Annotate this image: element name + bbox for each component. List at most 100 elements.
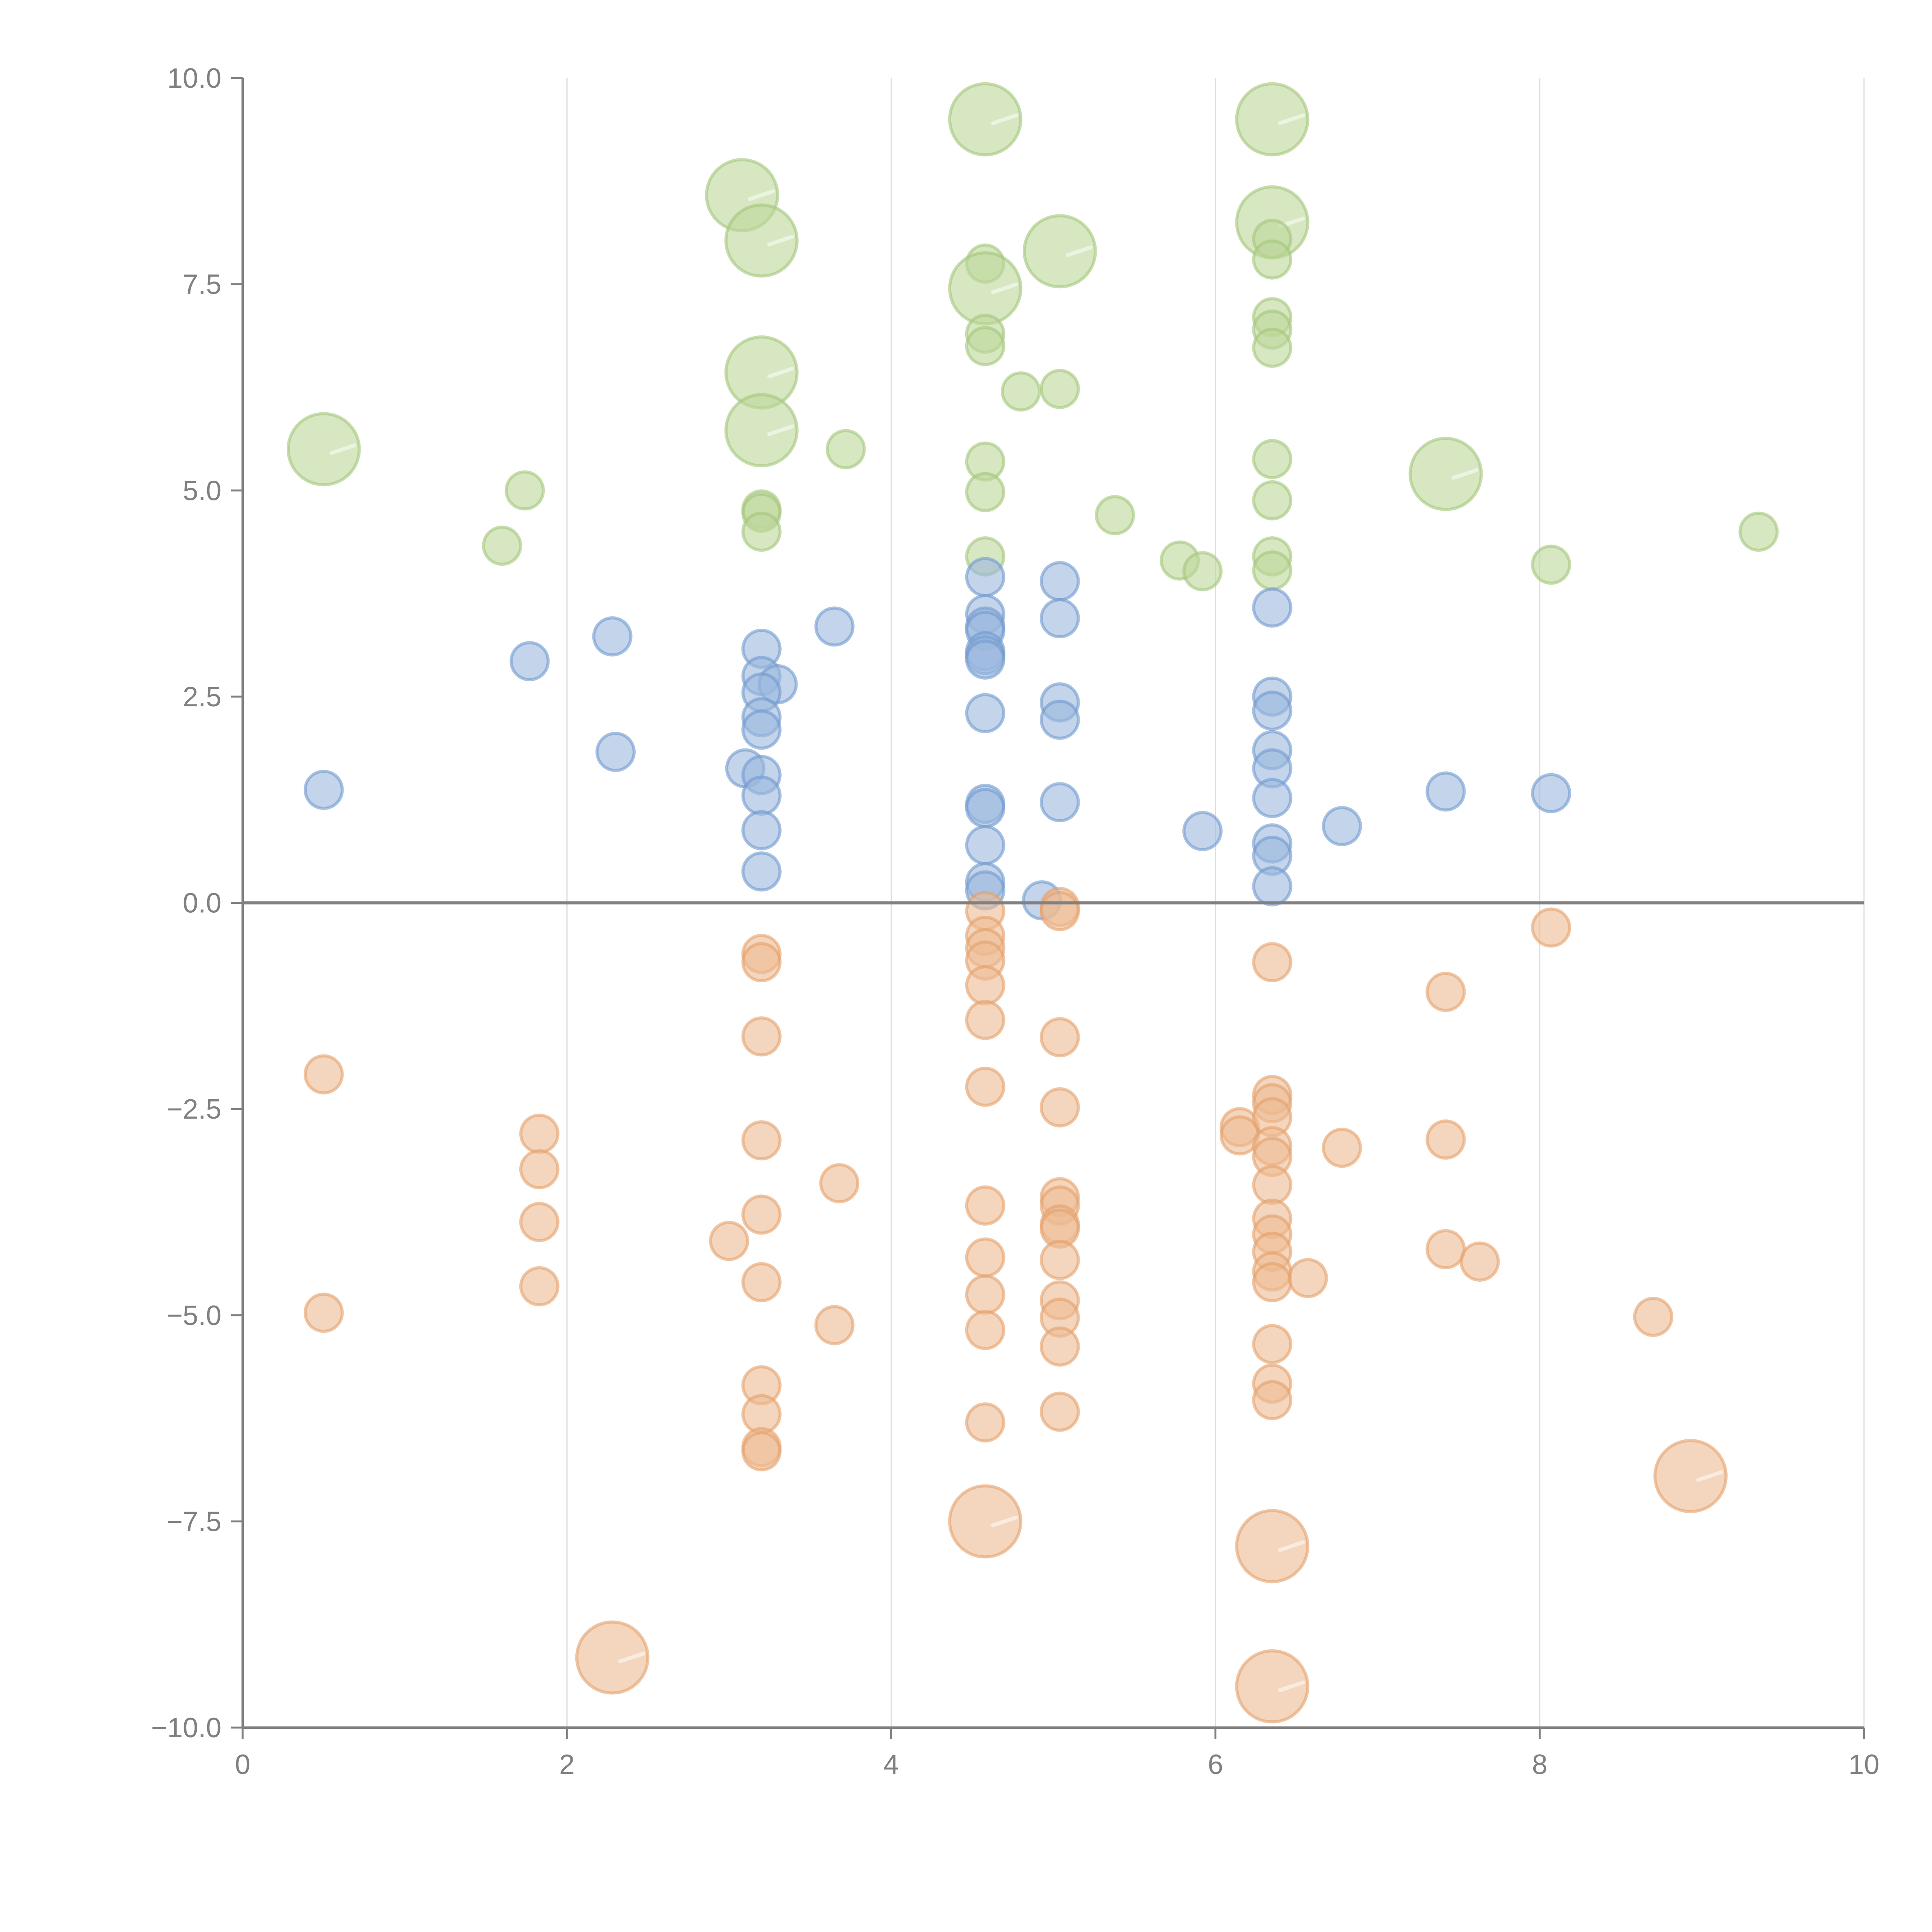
point-highlight [767,235,794,247]
point-orange-73 [1653,1439,1728,1513]
point-orange-13 [741,1262,782,1303]
point-blue-38 [1252,690,1293,731]
point-blue-41 [1252,778,1293,818]
point-green-2 [482,526,522,566]
point-blue-3 [595,731,636,772]
point-orange-18 [819,1163,860,1204]
x-axis-ticks: 0 2 4 6 8 10 [235,1728,1879,1780]
point-orange-68 [1425,1119,1466,1160]
point-orange-3 [519,1149,560,1189]
point-orange-28 [965,1237,1005,1278]
point-orange-25 [965,1000,1005,1040]
point-orange-48 [1252,942,1293,983]
point-orange-19 [814,1305,855,1345]
point-orange-29 [965,1274,1005,1315]
data-points [286,82,1779,1724]
axes [242,78,1864,1729]
point-orange-54 [1252,1165,1293,1205]
x-tick-label: 2 [559,1749,575,1780]
point-green-36 [1408,437,1483,511]
point-orange-5 [519,1266,560,1307]
point-orange-6 [575,1620,650,1695]
point-green-25 [1235,82,1310,156]
point-green-17 [965,472,1005,512]
point-green-28 [1252,239,1293,280]
point-blue-12 [741,776,782,816]
point-highlight [1065,245,1093,257]
point-highlight [1451,468,1479,480]
point-orange-17 [741,1431,782,1471]
point-orange-62 [1252,1380,1293,1420]
point-orange-32 [948,1484,1022,1559]
point-green-19 [1001,371,1041,412]
point-blue-31 [1039,598,1080,639]
point-blue-22 [965,639,1005,680]
y-tick-label: −2.5 [167,1094,221,1125]
point-orange-4 [519,1202,560,1242]
y-tick-label: −7.5 [167,1506,221,1537]
point-blue-47 [1531,773,1571,813]
point-green-4 [724,203,799,278]
point-blue-13 [741,810,782,850]
point-orange-66 [1321,1128,1362,1168]
series-green [286,82,1779,592]
point-orange-36 [1039,1087,1080,1128]
point-highlight [991,1515,1018,1527]
point-highlight [767,424,794,436]
point-green-10 [825,429,866,469]
point-green-0 [286,412,361,486]
point-orange-69 [1425,1229,1466,1269]
point-green-37 [1531,544,1571,585]
point-green-20 [1022,214,1097,289]
point-orange-59 [1252,1262,1293,1303]
point-blue-23 [965,693,1005,733]
point-highlight [1278,113,1305,125]
point-blue-9 [741,709,782,750]
point-blue-16 [965,557,1005,597]
point-green-21 [1039,369,1080,409]
point-green-24 [1182,551,1223,592]
x-tick-label: 10 [1849,1749,1879,1780]
point-green-38 [1738,511,1779,552]
point-green-32 [1252,439,1293,480]
point-orange-31 [965,1402,1005,1443]
point-orange-63 [1235,1509,1310,1583]
point-highlight [1696,1470,1724,1482]
point-blue-46 [1425,771,1466,812]
y-tick-label: 2.5 [183,682,221,713]
point-green-11 [948,82,1022,156]
point-orange-9 [741,942,782,983]
point-orange-70 [1459,1242,1500,1282]
x-tick-label: 6 [1208,1749,1223,1780]
y-tick-label: 5.0 [183,475,221,506]
point-blue-1 [509,641,550,682]
point-blue-35 [1182,811,1223,851]
point-highlight [767,367,794,379]
point-green-9 [741,511,782,552]
point-blue-44 [1252,866,1293,906]
point-highlight [1278,1680,1305,1692]
point-green-33 [1252,480,1293,520]
point-highlight [1278,1540,1305,1552]
point-blue-30 [1039,561,1080,602]
point-orange-64 [1235,1649,1310,1724]
point-blue-34 [1039,782,1080,823]
y-axis-ticks: 10.0 7.5 5.0 2.5 0.0 −2.5 −5.0 −7.5 −10.0 [151,63,243,1743]
point-green-31 [1252,327,1293,368]
point-blue-14 [741,851,782,892]
y-tick-label: 10.0 [167,63,221,94]
x-tick-label: 0 [235,1749,250,1780]
point-orange-30 [965,1310,1005,1350]
series-orange [303,887,1728,1724]
point-blue-25 [965,788,1005,828]
point-orange-60 [1252,1324,1293,1364]
point-green-6 [724,393,799,468]
point-green-22 [1095,495,1135,536]
point-green-35 [1252,550,1293,591]
point-highlight [991,113,1018,125]
series-blue [303,557,1571,921]
y-tick-label: −10.0 [151,1713,221,1743]
point-orange-1 [303,1293,344,1333]
point-highlight [748,189,775,201]
point-orange-11 [741,1120,782,1161]
